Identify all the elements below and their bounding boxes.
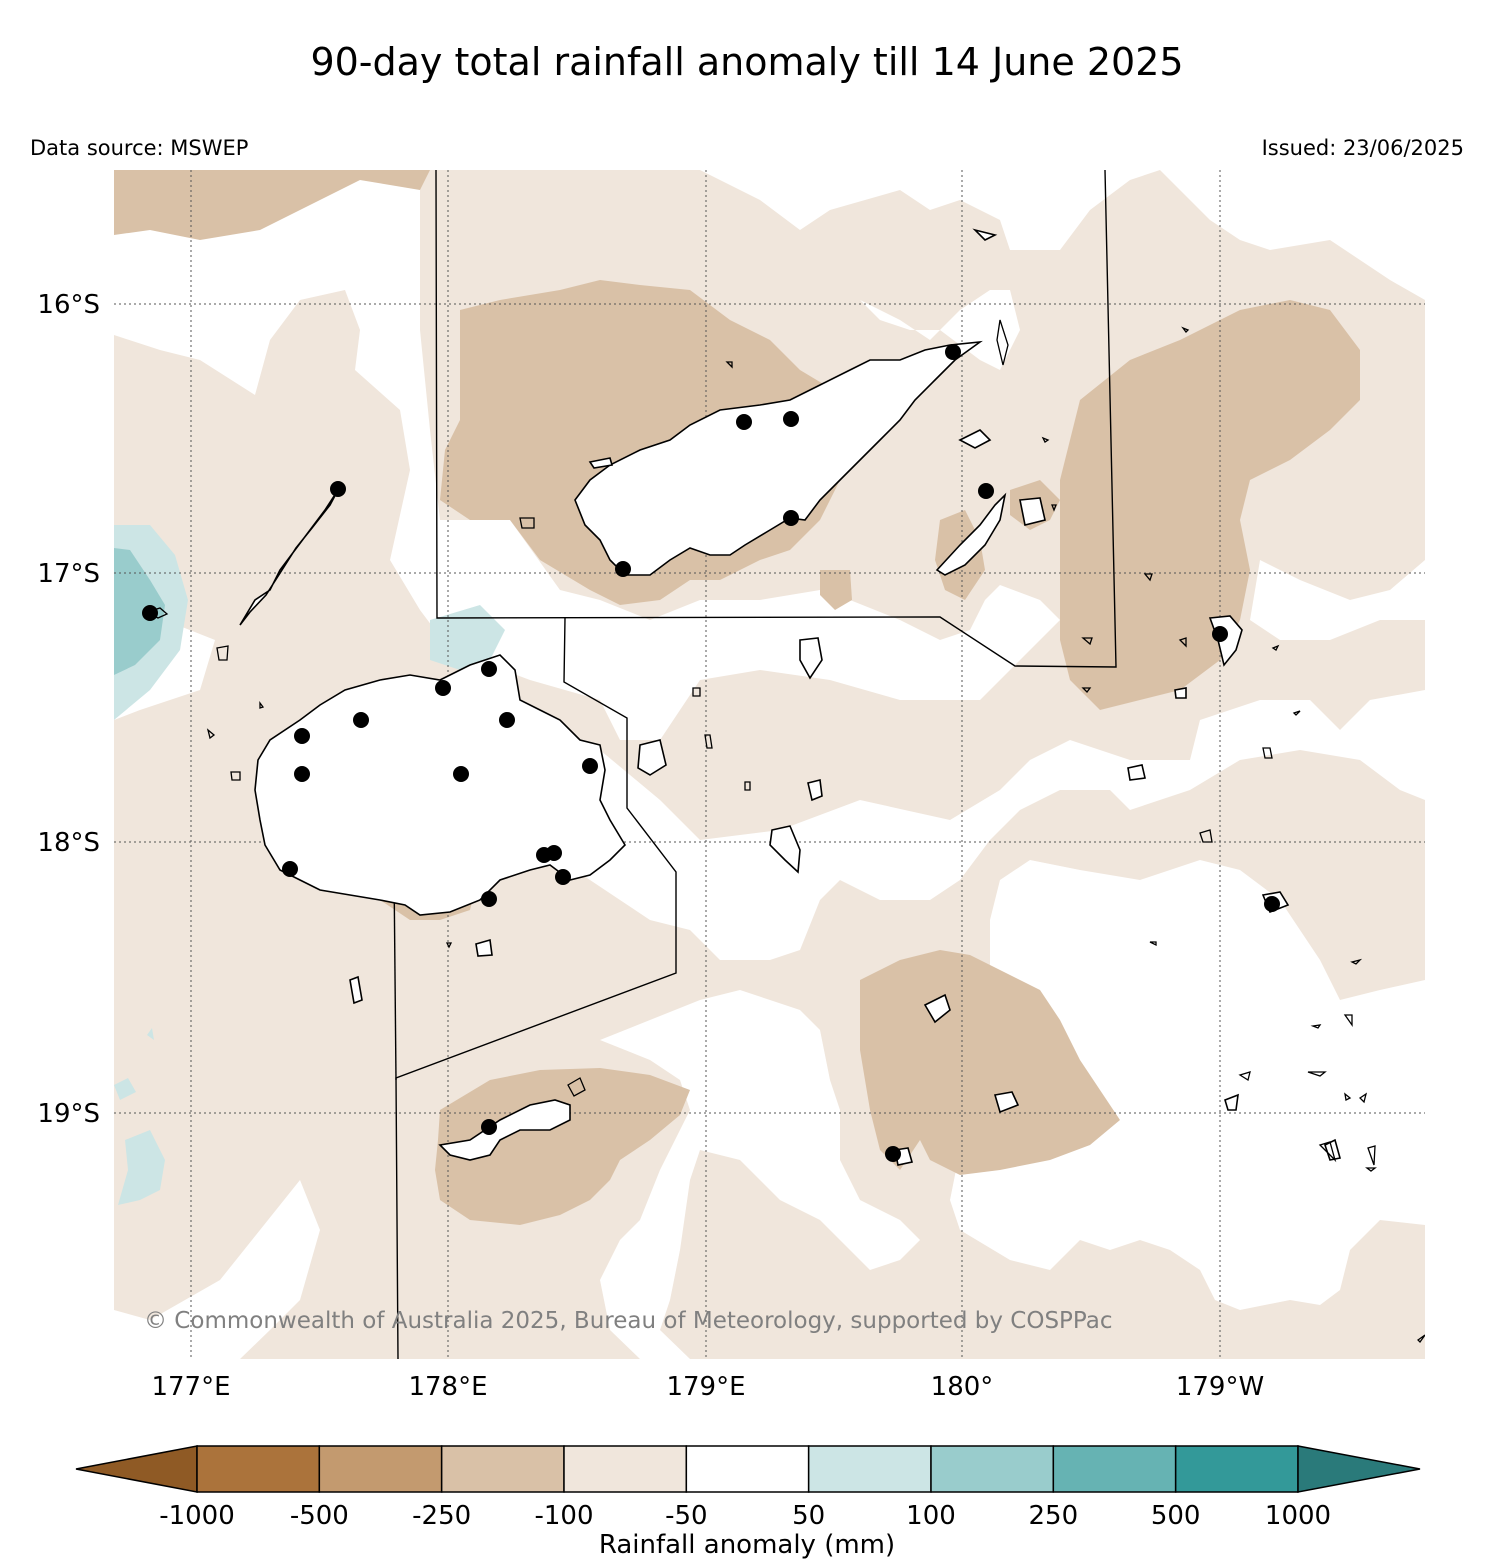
viti-levu-island	[254, 654, 627, 916]
totoya-island	[993, 1091, 1020, 1114]
map-title: 90-day total rainfall anomaly till 14 Ju…	[310, 40, 1184, 84]
colorbar-tick-label: 500	[1151, 1501, 1201, 1531]
kanathea-island	[1127, 764, 1146, 781]
vanua-levu-island	[574, 340, 983, 576]
colorbar-tick-label: -50	[665, 1501, 707, 1531]
colorbar-bin	[1174, 1445, 1299, 1493]
kadavu-island	[438, 1099, 571, 1161]
coastlines	[239, 228, 1342, 1166]
colorbar-bin	[930, 1445, 1055, 1493]
colorbar-bin	[440, 1445, 565, 1493]
colorbar	[75, 1445, 1421, 1493]
colorbar-tick-label: -500	[290, 1501, 349, 1531]
station-markers	[142, 344, 1280, 1162]
lat-label-18s: 18°S	[37, 828, 100, 858]
colorbar-bin	[1052, 1445, 1177, 1493]
colorbar-tick-labels: -1000 -500 -250 -100 -50 50 100 250 500 1000	[159, 1501, 1331, 1531]
lon-label-178e: 178°E	[408, 1372, 487, 1402]
lat-label-19s: 19°S	[37, 1099, 100, 1129]
colorbar-tick-label: 100	[906, 1501, 956, 1531]
colorbar-tick-label: -100	[534, 1501, 593, 1531]
division-boundaries	[393, 170, 1117, 1359]
longitude-labels: 177°E 178°E 179°E 180° 179°W	[151, 1372, 1264, 1402]
beqa-island	[475, 938, 493, 957]
lon-label-180: 180°	[931, 1372, 994, 1402]
lon-label-179w: 179°W	[1176, 1372, 1264, 1402]
ovalau-island	[637, 739, 667, 776]
data-source-label: Data source: MSWEP	[30, 136, 249, 160]
map-gridlines	[114, 170, 1425, 1359]
colorbar-tick-label: -250	[412, 1501, 471, 1531]
qamea-island	[958, 429, 992, 449]
colorbar-bin	[318, 1445, 443, 1493]
naitauba-island	[1174, 687, 1187, 699]
latitude-labels: 16°S 17°S 18°S 19°S	[37, 290, 100, 1129]
colorbar-bin	[196, 1445, 321, 1493]
ono-i-lau-island	[1224, 1093, 1239, 1111]
colorbar-tick-label: -1000	[159, 1501, 235, 1531]
copyright-notice: © Commonwealth of Australia 2025, Bureau…	[144, 1308, 1113, 1334]
issued-date-label: Issued: 23/06/2025	[1261, 136, 1464, 160]
map-panel: © Commonwealth of Australia 2025, Bureau…	[114, 170, 1425, 1359]
colorbar-tick-label: 50	[792, 1501, 825, 1531]
koro-island	[799, 637, 823, 680]
colorbar-extend-low	[75, 1445, 198, 1493]
nairai-island	[807, 779, 823, 802]
colorbar-title: Rainfall anomaly (mm)	[599, 1530, 895, 1560]
colorbar-bin	[807, 1445, 932, 1493]
colorbar-extend-high	[1297, 1445, 1421, 1493]
lat-label-17s: 17°S	[37, 559, 100, 589]
laucala-island	[1019, 497, 1046, 526]
colorbar-bin	[685, 1445, 810, 1493]
moala-island	[923, 993, 951, 1024]
taveuni-island	[935, 492, 1007, 576]
lat-label-16s: 16°S	[37, 290, 100, 320]
gau-island	[769, 825, 801, 874]
colorbar-bin	[563, 1445, 688, 1493]
lon-label-179e: 179°E	[666, 1372, 745, 1402]
colorbar-tick-label: 1000	[1265, 1501, 1331, 1531]
colorbar-tick-label: 250	[1029, 1501, 1079, 1531]
yadua-island	[588, 457, 614, 469]
vatulele-island	[349, 975, 363, 1005]
small-islets	[145, 319, 1425, 1344]
lon-label-177e: 177°E	[151, 1372, 230, 1402]
wet-anomaly-regions	[114, 525, 505, 1205]
nanuku-island	[972, 228, 998, 241]
